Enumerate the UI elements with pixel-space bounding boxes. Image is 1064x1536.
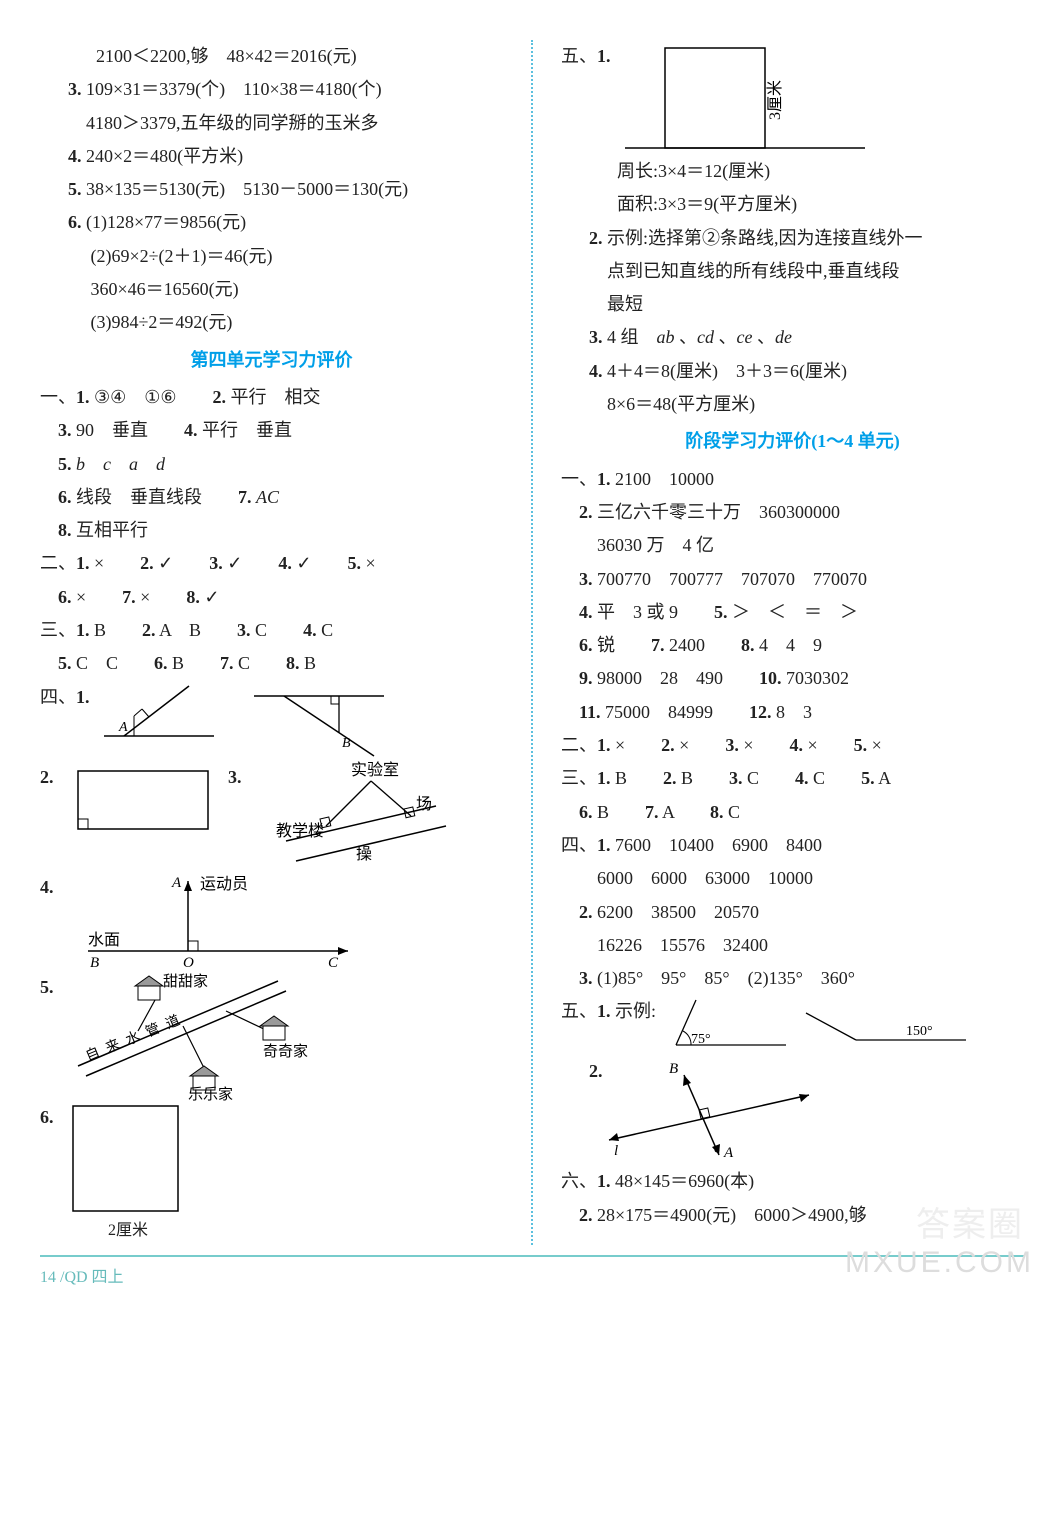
text-line: 六、1. 48×145＝6960(本): [561, 1165, 1024, 1198]
diagram-4-2: [68, 761, 218, 841]
text-line: 8×6＝48(平方厘米): [561, 388, 1024, 421]
section-title: 阶段学习力评价(1～4 单元): [561, 425, 1024, 458]
text-line: 四、1. 7600 10400 6900 8400: [561, 829, 1024, 862]
column-divider: [531, 40, 533, 1245]
svg-text:自: 自: [83, 1044, 102, 1064]
svg-text:水面: 水面: [88, 931, 120, 949]
sec1-line: 6. 线段 垂直线段 7. AC: [40, 481, 503, 514]
svg-text:道: 道: [163, 1012, 182, 1032]
svg-text:B: B: [90, 955, 99, 971]
sec4-5-label: 5.: [40, 971, 68, 1004]
pre-line: 3. 109×31＝3379(个) 110×38＝4180(个): [40, 73, 503, 106]
sec1-line: 一、1. ③④ ①⑥ 2. 平行 相交: [40, 381, 503, 414]
svg-text:A: A: [171, 875, 182, 891]
svg-text:3厘米: 3厘米: [766, 80, 784, 120]
diagram-4-5: 甜甜家 奇奇家 乐乐家 自 来 水 管 道: [68, 971, 368, 1101]
text-line: 2. 三亿六千零三十万 360300000: [561, 496, 1024, 529]
svg-text:乐乐家: 乐乐家: [188, 1086, 233, 1101]
svg-text:运动员: 运动员: [200, 875, 248, 893]
diagram-4-4: A 运动员 水面 B O C: [68, 871, 368, 971]
text-line: 3. 4 组 ab 、cd 、ce 、de: [561, 321, 1024, 354]
text-line: 周长:3×4＝12(厘米): [561, 155, 1024, 188]
sec4-4-label: 4.: [40, 871, 68, 904]
text-line: 16226 15576 32400: [561, 929, 1024, 962]
pre-line: 360×46＝16560(元): [40, 273, 503, 306]
pre-line: 2100＜2200,够 48×42＝2016(元): [40, 40, 503, 73]
text-line: 一、1. 2100 10000: [561, 463, 1024, 496]
svg-text:C: C: [328, 955, 339, 971]
text-line: 6000 6000 63000 10000: [561, 862, 1024, 895]
text-line: 二、1. × 2. × 3. × 4. × 5. ×: [561, 729, 1024, 762]
right-column: 五、1. 3厘米 周长:3×4＝12(厘米) 面积:3×3＝9(平方厘米) 2.…: [561, 40, 1024, 1245]
text-line: 4. 4＋4＝8(厘米) 3＋3＝6(厘米): [561, 355, 1024, 388]
svg-text:场: 场: [416, 795, 432, 813]
text-line: 最短: [561, 288, 1024, 321]
text-line: 3. 700770 700777 707070 770070: [561, 563, 1024, 596]
pre-line: 4. 240×2＝480(平方米): [40, 140, 503, 173]
diagram-5b-2: B l A: [589, 1055, 829, 1165]
sec4-3-label: 3.: [228, 761, 256, 794]
svg-text:操: 操: [356, 845, 372, 863]
svg-text:奇奇家: 奇奇家: [263, 1043, 308, 1060]
text-line: 三、1. B 2. B 3. C 4. C 5. A 6. B 7. A 8. …: [561, 762, 1024, 829]
svg-text:甜甜家: 甜甜家: [163, 973, 208, 990]
sec5b-1-label: 五、1. 示例:: [561, 995, 656, 1028]
text-line: 3. (1)85° 95° 85° (2)135° 360°: [561, 962, 1024, 995]
svg-text:B: B: [342, 736, 351, 751]
text-line: 6. 锐 7. 2400 8. 4 4 9: [561, 629, 1024, 662]
text-line: 2. 示例:选择第②条路线,因为连接直线外一: [561, 222, 1024, 255]
sec3-line: 三、1. B 2. A B 3. C 4. C 5. C C 6. B 7. C…: [40, 614, 503, 681]
page-footer: 14 /QD 四上: [40, 1255, 1024, 1293]
svg-text:O: O: [183, 955, 194, 971]
sec5b-2-label: 2.: [561, 1055, 589, 1088]
sec1-line: 3. 90 垂直 4. 平行 垂直: [40, 414, 503, 447]
text-line: 11. 75000 84999 12. 8 3: [561, 696, 1024, 729]
sec4-1-label: 四、1.: [40, 681, 90, 714]
diagram-angle-75: 75°: [656, 995, 796, 1055]
text-line: 9. 98000 28 490 10. 7030302: [561, 662, 1024, 695]
text-line: 面积:3×3＝9(平方厘米): [561, 188, 1024, 221]
pre-line: (3)984÷2＝492(元): [40, 306, 503, 339]
text-line: 2. 28×175＝4900(元) 6000＞4900,够: [561, 1199, 1024, 1232]
pre-line: 6. (1)128×77＝9856(元): [40, 206, 503, 239]
text-line: 2. 6200 38500 20570: [561, 896, 1024, 929]
diagram-5-1: 3厘米: [615, 40, 875, 155]
svg-text:A: A: [118, 720, 128, 735]
text-line: 点到已知直线的所有线段中,垂直线段: [561, 255, 1024, 288]
sec4-2-label: 2.: [40, 761, 68, 794]
section-title: 第四单元学习力评价: [40, 344, 503, 377]
diagram-4-1a: A: [94, 681, 224, 751]
diagram-4-3: 实验室 教学楼 场 操: [256, 761, 456, 871]
svg-text:教学楼: 教学楼: [276, 822, 324, 840]
sec1-line: 5. b c a d: [40, 448, 503, 481]
sec1-line: 8. 互相平行: [40, 514, 503, 547]
diagram-4-6: 2厘米: [68, 1101, 188, 1246]
svg-text:150°: 150°: [906, 1024, 933, 1039]
svg-text:75°: 75°: [691, 1032, 711, 1047]
diagram-4-1b: B: [244, 681, 394, 761]
svg-text:B: B: [669, 1061, 678, 1077]
pre-line: 5. 38×135＝5130(元) 5130－5000＝130(元): [40, 173, 503, 206]
svg-text:实验室: 实验室: [351, 761, 399, 779]
pre-line: 4180＞3379,五年级的同学掰的玉米多: [40, 107, 503, 140]
diagram-angle-150: 150°: [796, 995, 976, 1055]
sec5-1-label: 五、1.: [561, 40, 611, 73]
text-line: 36030 万 4 亿: [561, 529, 1024, 562]
text-line: 4. 平 3 或 9 5. ＞ ＜ ＝ ＞: [561, 596, 1024, 629]
pre-line: (2)69×2÷(2＋1)＝46(元): [40, 240, 503, 273]
sec4-6-label: 6.: [40, 1101, 68, 1134]
svg-text:l: l: [614, 1143, 618, 1159]
svg-text:A: A: [723, 1145, 734, 1161]
sec2-line: 二、1. × 2. ✓ 3. ✓ 4. ✓ 5. × 6. × 7. × 8. …: [40, 547, 503, 614]
left-column: 2100＜2200,够 48×42＝2016(元) 3. 109×31＝3379…: [40, 40, 503, 1245]
